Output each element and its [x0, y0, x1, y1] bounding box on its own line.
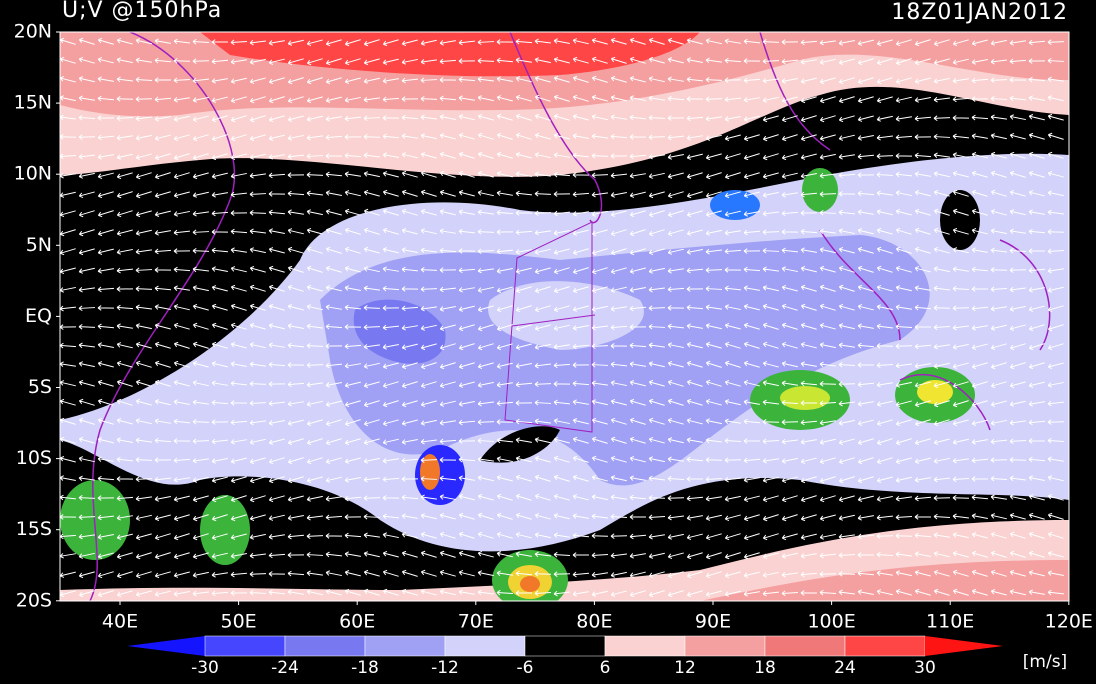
field — [60, 32, 1069, 601]
lon-label: 60E — [339, 611, 375, 633]
colorbar-tick-label: 18 — [754, 658, 776, 678]
lat-label: 20N — [14, 21, 52, 43]
lat-label: 15S — [16, 518, 52, 540]
calm-area-2 — [480, 426, 560, 463]
easterly-core — [320, 235, 930, 486]
colorbar-segment — [684, 635, 766, 657]
lon-label: 80E — [576, 611, 612, 633]
colorbar-segment — [444, 635, 526, 657]
colorbar-segment — [364, 635, 446, 657]
lon-label: 70E — [458, 611, 494, 633]
band-south-2 — [700, 560, 1069, 601]
colorbar-arrow-high — [925, 636, 1003, 656]
colorbar-segment — [524, 635, 606, 657]
colorbar-segment — [764, 635, 846, 657]
rain-cell-center — [420, 454, 440, 490]
lon-label: 40E — [102, 611, 138, 633]
calm-area — [940, 190, 980, 250]
unit: [m/s] — [1023, 652, 1067, 672]
weak-easterly — [488, 281, 644, 350]
lon-label: 100E — [807, 611, 855, 633]
valid-time: 18Z01JAN2012 — [891, 0, 1068, 25]
lon-label: 110E — [926, 611, 974, 633]
colorbar-tick-label: 12 — [674, 658, 696, 678]
coastlines — [89, 32, 1051, 601]
lat-label: 5N — [26, 234, 52, 256]
lat-label: 5S — [28, 376, 52, 398]
colorbar-tick-label: -12 — [431, 658, 459, 678]
colorbar-tick-label: 24 — [834, 658, 856, 678]
lon-label: 120E — [1045, 611, 1093, 633]
colorbar-tick-label: -24 — [271, 658, 299, 678]
colorbar-segment — [284, 635, 366, 657]
rain-band-core — [917, 380, 953, 404]
lat-label: 10S — [16, 447, 52, 469]
lon-label: 90E — [695, 611, 731, 633]
rain-patch — [802, 168, 838, 212]
colorbar: -30 -24 -18 -12 -6 6 12 18 24 30 — [127, 635, 1003, 678]
lat-label: 15N — [14, 92, 52, 114]
rain-patch — [710, 190, 760, 220]
lat-label: EQ — [25, 305, 52, 327]
region-box — [504, 221, 596, 433]
wind-vectors — [60, 37, 1065, 598]
colorbar-segment — [204, 635, 286, 657]
rain-band-core — [780, 386, 830, 410]
colorbar-segment — [844, 635, 926, 657]
lat-label: 20S — [16, 589, 52, 611]
rain-band — [200, 495, 250, 565]
title: U;V @150hPa — [62, 0, 222, 23]
lat-label: 10N — [14, 163, 52, 185]
colorbar-tick-label: -30 — [191, 658, 219, 678]
colorbar-tick-label: -6 — [517, 658, 534, 678]
colorbar-tick-label: -18 — [351, 658, 379, 678]
colorbar-arrow-low — [127, 636, 205, 656]
colorbar-tick-label: 6 — [600, 658, 611, 678]
lon-label: 50E — [221, 611, 257, 633]
rain-cell-center — [520, 576, 540, 592]
colorbar-segment — [604, 635, 686, 657]
colorbar-tick-label: 30 — [914, 658, 936, 678]
